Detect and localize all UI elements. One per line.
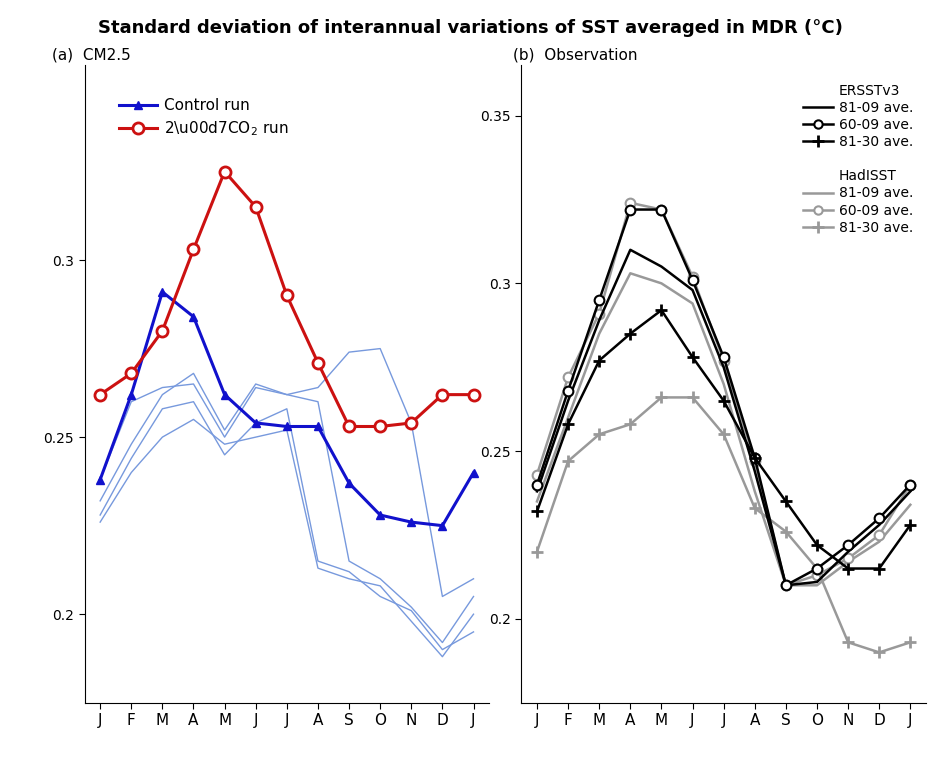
2\u00d7CO$_2$ run bbox=[157, 326, 168, 336]
Line: Control run: Control run bbox=[96, 288, 478, 530]
Legend: ERSSTv3, 81-09 ave., 60-09 ave., 81-30 ave., , HadISST, 81-09 ave., 60-09 ave., : ERSSTv3, 81-09 ave., 60-09 ave., 81-30 a… bbox=[797, 78, 919, 240]
2\u00d7CO$_2$ run bbox=[281, 291, 292, 300]
Control run bbox=[188, 312, 199, 321]
2\u00d7CO$_2$ run bbox=[468, 390, 479, 399]
Control run bbox=[95, 475, 106, 485]
2\u00d7CO$_2$ run bbox=[406, 419, 417, 428]
Text: (a)  CM2.5: (a) CM2.5 bbox=[53, 47, 131, 62]
Control run bbox=[468, 468, 479, 477]
2\u00d7CO$_2$ run bbox=[343, 422, 354, 431]
2\u00d7CO$_2$ run bbox=[250, 202, 261, 211]
Control run bbox=[343, 478, 354, 488]
Legend: Control run, 2\u00d7CO$_2$ run: Control run, 2\u00d7CO$_2$ run bbox=[113, 92, 295, 144]
2\u00d7CO$_2$ run bbox=[188, 245, 199, 254]
Text: (b)  Observation: (b) Observation bbox=[513, 47, 638, 62]
Control run bbox=[281, 422, 292, 431]
Control run bbox=[250, 419, 261, 428]
Control run bbox=[126, 390, 137, 399]
Control run bbox=[157, 287, 168, 296]
Control run bbox=[406, 518, 417, 527]
Line: 2\u00d7CO$_2$ run: 2\u00d7CO$_2$ run bbox=[95, 166, 479, 432]
Text: Standard deviation of interannual variations of SST averaged in MDR (°C): Standard deviation of interannual variat… bbox=[98, 19, 842, 37]
2\u00d7CO$_2$ run bbox=[95, 390, 106, 399]
Control run bbox=[219, 390, 230, 399]
2\u00d7CO$_2$ run bbox=[126, 369, 137, 378]
2\u00d7CO$_2$ run bbox=[437, 390, 448, 399]
Control run bbox=[437, 521, 448, 530]
2\u00d7CO$_2$ run bbox=[312, 358, 323, 367]
2\u00d7CO$_2$ run bbox=[219, 167, 230, 176]
Control run bbox=[312, 422, 323, 431]
2\u00d7CO$_2$ run bbox=[374, 422, 385, 431]
Control run bbox=[374, 511, 385, 520]
